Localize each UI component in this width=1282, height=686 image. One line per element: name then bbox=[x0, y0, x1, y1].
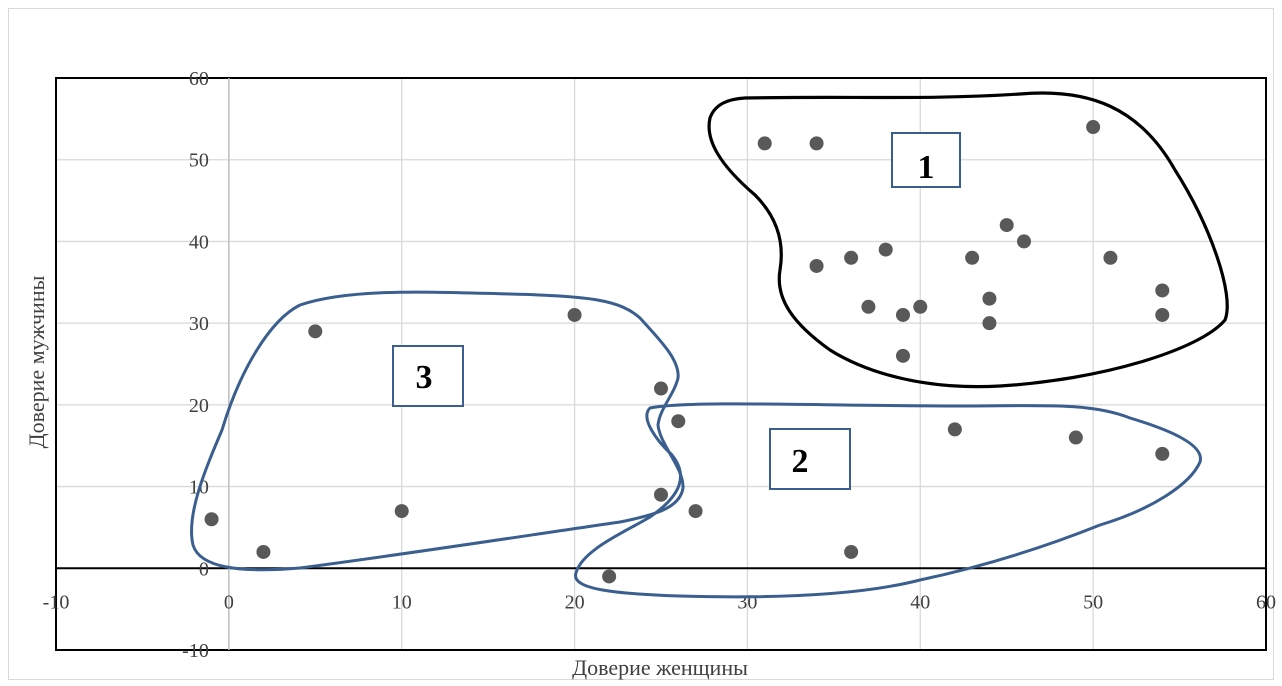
cluster-label-1: 1 bbox=[891, 132, 961, 188]
data-point bbox=[1155, 283, 1170, 298]
data-point bbox=[809, 258, 824, 273]
data-point bbox=[844, 250, 859, 265]
data-point bbox=[1086, 120, 1101, 135]
cluster-label-3-box bbox=[392, 345, 464, 407]
y-tick-label: -10 bbox=[182, 640, 209, 662]
y-tick-label: 0 bbox=[199, 558, 209, 580]
data-point bbox=[965, 250, 980, 265]
cluster-3-outline bbox=[190, 290, 685, 572]
y-tick-label: 60 bbox=[189, 68, 209, 90]
data-point bbox=[1017, 234, 1031, 249]
data-point bbox=[654, 487, 668, 502]
data-point bbox=[999, 218, 1014, 233]
y-tick-label: 40 bbox=[189, 231, 209, 253]
data-point bbox=[947, 422, 962, 437]
grid-lines bbox=[55, 77, 1267, 651]
data-points bbox=[204, 120, 1170, 584]
data-point bbox=[1103, 250, 1118, 265]
data-point bbox=[757, 136, 772, 151]
y-tick-label: 50 bbox=[189, 150, 209, 172]
cluster-label-2-text: 2 bbox=[792, 443, 809, 480]
data-point bbox=[861, 299, 876, 314]
axes bbox=[55, 77, 1267, 651]
data-point bbox=[913, 299, 928, 314]
y-tick-label: 30 bbox=[189, 313, 209, 335]
x-tick-label: 10 bbox=[392, 591, 412, 613]
x-tick-label: 20 bbox=[565, 591, 585, 613]
cluster-label-2: 2 bbox=[769, 428, 851, 490]
data-point bbox=[394, 504, 409, 519]
cluster-1-outline bbox=[707, 91, 1229, 389]
x-tick-label: 60 bbox=[1256, 591, 1276, 613]
x-axis-label: Доверие женщины bbox=[572, 655, 748, 680]
cluster-label-3: 3 bbox=[392, 345, 464, 407]
cluster-label-1-box bbox=[891, 132, 961, 188]
data-point bbox=[878, 242, 893, 257]
cluster-2-outline bbox=[574, 402, 1202, 599]
data-point bbox=[688, 504, 703, 519]
x-tick-label: -10 bbox=[43, 591, 70, 613]
data-point bbox=[982, 291, 997, 306]
data-point bbox=[308, 324, 323, 339]
x-tick-label: 30 bbox=[737, 591, 757, 613]
cluster-label-3-text: 3 bbox=[416, 359, 433, 396]
data-point bbox=[602, 569, 617, 584]
y-axis-label: Доверие мужчины bbox=[24, 275, 49, 448]
data-point bbox=[809, 136, 824, 151]
data-point bbox=[1068, 430, 1083, 445]
cluster-label-1-text: 1 bbox=[918, 149, 935, 186]
x-tick-label: 50 bbox=[1083, 591, 1103, 613]
data-point bbox=[896, 348, 910, 363]
data-point bbox=[896, 307, 910, 322]
data-point bbox=[671, 414, 686, 429]
plot-border bbox=[55, 77, 1267, 651]
data-point bbox=[1155, 446, 1170, 461]
x-tick-label: 0 bbox=[224, 591, 234, 613]
data-point bbox=[204, 512, 219, 527]
x-tick-label: 40 bbox=[910, 591, 930, 613]
data-point bbox=[982, 316, 997, 331]
data-point bbox=[1155, 307, 1170, 322]
data-point bbox=[654, 381, 668, 396]
chart-frame bbox=[8, 8, 1274, 680]
data-point bbox=[256, 544, 271, 559]
data-point bbox=[844, 544, 859, 559]
data-point bbox=[567, 307, 582, 322]
cluster-label-2-box bbox=[769, 428, 851, 490]
y-tick-label: 20 bbox=[189, 395, 209, 417]
